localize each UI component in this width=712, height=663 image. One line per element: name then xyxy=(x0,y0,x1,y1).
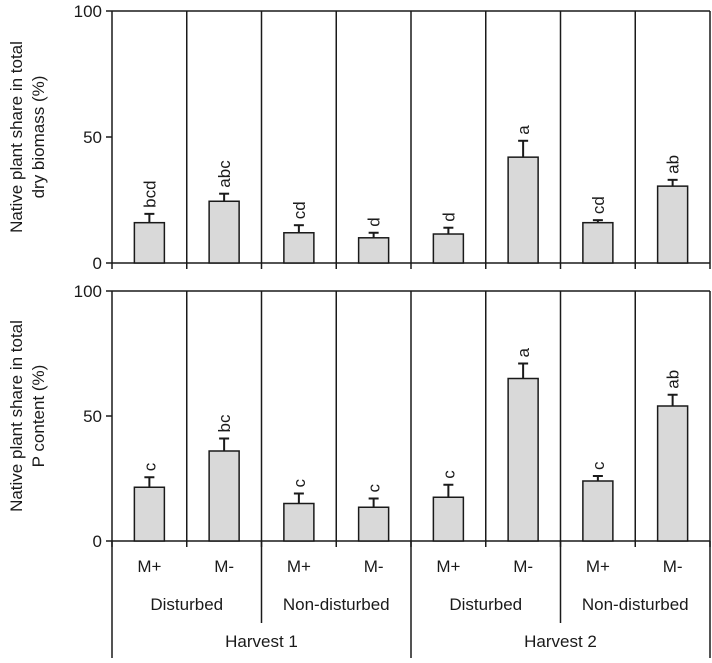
significance-label: c xyxy=(140,462,159,471)
y-axis-title: dry biomass (%) xyxy=(29,76,48,199)
y-axis-title: P content (%) xyxy=(29,365,48,468)
significance-label: d xyxy=(439,212,458,221)
significance-label: cd xyxy=(290,201,309,219)
significance-label: c xyxy=(290,479,309,488)
y-axis-title: Native plant share in total xyxy=(7,320,26,512)
y-tick-label: 0 xyxy=(93,532,102,551)
bar xyxy=(283,502,315,542)
significance-label: bcd xyxy=(140,180,159,207)
disturbance-label: Non-disturbed xyxy=(283,595,390,614)
significance-label: ab xyxy=(664,155,683,174)
significance-label: cd xyxy=(589,196,608,214)
treatment-label: M+ xyxy=(137,557,161,576)
bar xyxy=(357,237,390,264)
significance-label: bc xyxy=(215,414,234,432)
bar xyxy=(283,232,315,264)
bar xyxy=(133,486,166,542)
bar xyxy=(582,480,614,542)
bar xyxy=(133,221,166,264)
bar xyxy=(432,233,465,264)
y-tick-label: 50 xyxy=(83,128,102,147)
significance-label: abc xyxy=(215,160,234,188)
disturbance-label: Disturbed xyxy=(150,595,223,614)
harvest-label: Harvest 1 xyxy=(225,632,298,651)
bar xyxy=(357,506,390,542)
bar xyxy=(507,156,539,264)
y-tick-label: 0 xyxy=(93,254,102,273)
significance-label: a xyxy=(514,125,533,135)
bar xyxy=(582,221,614,264)
bar xyxy=(432,496,465,542)
y-tick-label: 100 xyxy=(74,282,102,301)
significance-label: d xyxy=(365,217,384,226)
disturbance-label: Disturbed xyxy=(449,595,522,614)
bar xyxy=(208,200,240,264)
significance-label: c xyxy=(439,470,458,479)
harvest-label: Harvest 2 xyxy=(524,632,597,651)
bar xyxy=(507,377,539,542)
significance-label: c xyxy=(589,461,608,470)
bar xyxy=(656,405,689,542)
significance-label: ab xyxy=(664,370,683,389)
y-tick-label: 50 xyxy=(83,407,102,426)
y-tick-label: 100 xyxy=(74,2,102,21)
significance-label: a xyxy=(514,348,533,358)
treatment-label: M- xyxy=(214,557,234,576)
bar xyxy=(208,450,240,542)
treatment-label: M- xyxy=(663,557,683,576)
treatment-label: M+ xyxy=(586,557,610,576)
treatment-label: M+ xyxy=(436,557,460,576)
disturbance-label: Non-disturbed xyxy=(582,595,689,614)
treatment-label: M- xyxy=(364,557,384,576)
treatment-label: M- xyxy=(513,557,533,576)
y-axis-title: Native plant share in total xyxy=(7,41,26,233)
bar xyxy=(656,185,689,264)
treatment-label: M+ xyxy=(287,557,311,576)
significance-label: c xyxy=(365,484,384,493)
